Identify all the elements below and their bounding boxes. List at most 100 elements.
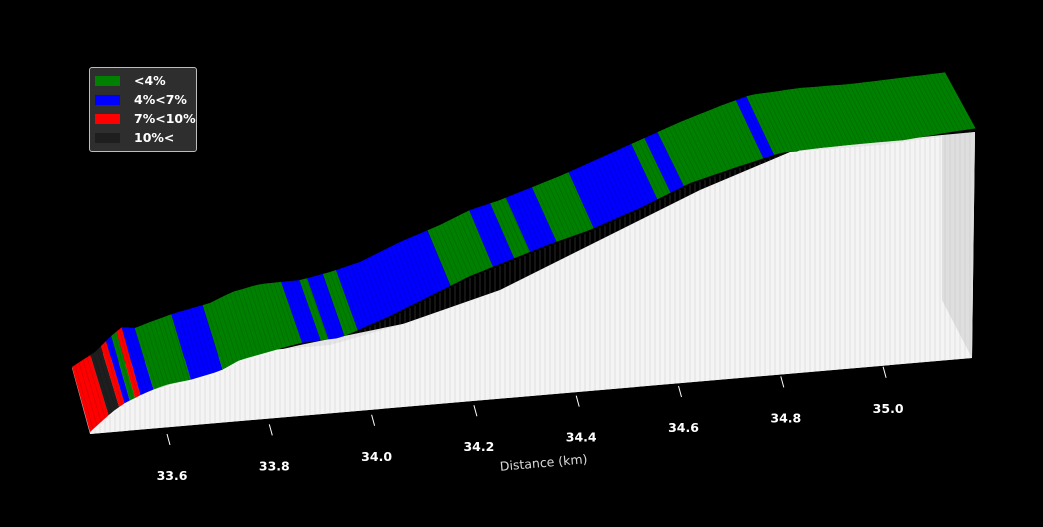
segment-stripe <box>921 75 952 133</box>
segment-stripe <box>676 123 704 179</box>
legend-item-lt4: <4% <box>90 71 196 90</box>
segment-stripe <box>801 87 831 148</box>
gradient-segment <box>299 278 329 341</box>
gradient-segment <box>469 203 515 267</box>
segment-stripe <box>728 102 757 161</box>
segment-stripe <box>169 314 190 381</box>
segment-stripe <box>273 282 295 345</box>
segment-stripe <box>317 275 341 339</box>
segment-stripe <box>566 172 593 230</box>
segment-stripe <box>528 188 554 243</box>
segment-stripe <box>430 228 454 285</box>
segment-stripe <box>386 248 410 307</box>
segment-stripe <box>233 291 255 357</box>
segment-stripe <box>724 104 753 163</box>
segment-stripe <box>508 196 534 251</box>
segment-stripe <box>881 80 912 140</box>
segment-stripe <box>378 252 402 311</box>
segment-stripe <box>583 165 610 222</box>
segment-stripe <box>619 149 646 206</box>
segment-stripe <box>402 240 427 299</box>
segment-stripe <box>434 227 458 283</box>
segment-stripe <box>145 323 166 386</box>
segment-stripe <box>516 193 542 248</box>
segment-stripe <box>897 78 928 137</box>
segment-stripe <box>237 290 259 356</box>
legend-label: 10%< <box>134 130 175 145</box>
segment-stripe <box>119 329 139 397</box>
segment-stripe <box>672 125 700 181</box>
segment-stripe <box>329 271 352 333</box>
segment-stripe <box>634 142 661 198</box>
segment-stripe <box>668 127 696 182</box>
profile-end-face <box>942 132 975 358</box>
segment-stripe <box>249 286 271 352</box>
segment-stripe <box>933 73 965 131</box>
segment-stripe <box>124 327 144 394</box>
segment-stripe <box>550 179 577 236</box>
segment-stripe <box>186 309 207 376</box>
segment-stripe <box>414 235 439 293</box>
profile-hatch <box>94 131 971 434</box>
segment-stripe <box>753 94 782 153</box>
segment-stripe <box>362 260 386 319</box>
gradient-segment <box>532 172 594 242</box>
segment-stripe <box>841 84 871 144</box>
segment-stripe <box>542 182 569 238</box>
segment-stripe <box>829 85 859 145</box>
segment-stripe <box>623 147 650 204</box>
segment-stripe <box>873 81 904 141</box>
x-axis-label: Distance (km) <box>499 451 588 474</box>
segment-stripe <box>476 207 501 265</box>
segment-stripe <box>732 101 761 160</box>
segment-stripe <box>390 246 414 305</box>
segment-stripe <box>245 287 267 353</box>
segment-stripe <box>825 85 855 145</box>
segment-stripe <box>261 283 283 349</box>
segment-stripe <box>321 273 345 337</box>
segment-stripe <box>153 320 174 384</box>
segment-stripe <box>313 276 337 339</box>
segment-stripe <box>382 250 406 309</box>
segment-stripe <box>913 76 944 134</box>
segment-stripe <box>269 282 291 346</box>
x-tick-mark <box>371 414 376 426</box>
segment-stripe <box>941 72 973 130</box>
segment-stripe <box>579 167 606 224</box>
segment-stripe <box>74 364 94 430</box>
segment-stripe <box>462 213 487 270</box>
segment-stripe <box>93 353 112 413</box>
x-tick-label: 34.0 <box>361 449 392 464</box>
segment-stripe <box>591 161 618 219</box>
segment-stripe <box>865 82 896 142</box>
gradient-segment <box>111 331 136 401</box>
segment-stripe <box>837 84 867 144</box>
x-tick-label: 33.6 <box>157 468 188 483</box>
segment-stripe <box>603 156 630 213</box>
gradient-segment <box>322 270 358 336</box>
segment-stripe <box>342 267 366 328</box>
segment-stripe <box>333 270 356 332</box>
gradient-segment <box>106 336 130 404</box>
segment-stripe <box>761 93 790 152</box>
segment-stripe <box>406 238 431 297</box>
segment-stripe <box>190 308 211 375</box>
segment-stripe <box>78 362 98 426</box>
segment-stripe <box>338 268 362 329</box>
segment-stripe <box>504 197 530 253</box>
gradient-segment <box>116 327 141 398</box>
segment-stripe <box>749 95 778 155</box>
segment-stripe <box>225 295 247 359</box>
legend-label: <4% <box>134 73 166 88</box>
segment-stripe <box>174 313 195 379</box>
segment-stripe <box>309 277 332 340</box>
segment-stripe <box>265 283 287 347</box>
segment-stripe <box>202 305 223 370</box>
segment-stripe <box>627 145 654 202</box>
gradient-segment <box>746 72 976 155</box>
gradient-segment <box>631 138 671 200</box>
segment-stripe <box>660 130 688 185</box>
segment-stripe <box>655 132 683 188</box>
segment-stripe <box>925 74 956 132</box>
